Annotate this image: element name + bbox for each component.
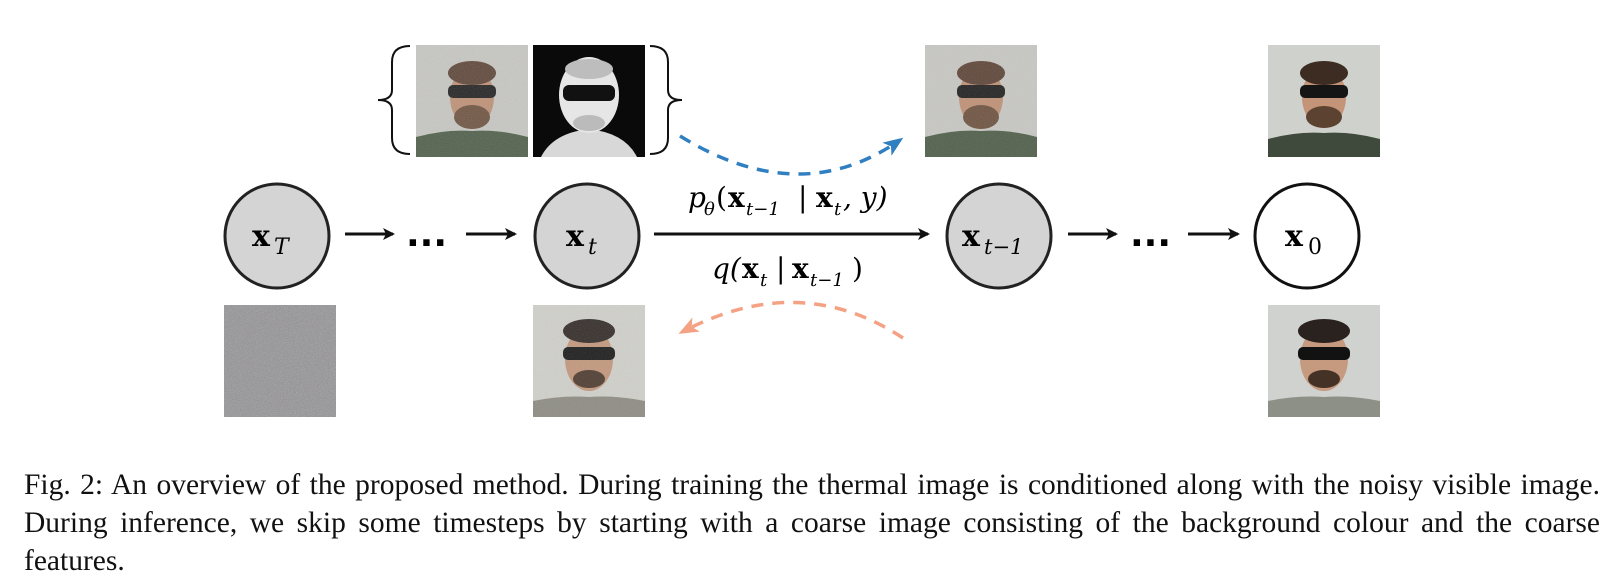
reverse-process-label: p θ ( x t−1 | x t , y) <box>688 181 888 220</box>
node-xT-base: x <box>252 219 271 254</box>
predicted-step-image <box>925 45 1037 157</box>
node-xt: x t <box>533 182 641 290</box>
node-xt-base: x <box>566 219 585 254</box>
caption-label: Fig. 2: <box>24 468 104 501</box>
clean-output-image <box>1268 45 1380 157</box>
node-xt1-sub: t−1 <box>984 235 1023 259</box>
node-xt-minus-1: x t−1 <box>945 182 1053 290</box>
chain-left: ... <box>345 214 517 255</box>
right-brace <box>649 45 683 155</box>
left-brace <box>377 45 411 155</box>
blue-dashed-arrow <box>679 134 904 176</box>
method-overview-diagram: x T x t x t−1 x 0 ... ... <box>223 45 1380 417</box>
ellipsis-right: ... <box>1130 214 1171 255</box>
label-fbar: | <box>776 252 785 285</box>
forward-process-label: q( x t | x t−1 ) <box>712 252 863 291</box>
label-bar: | <box>798 181 807 214</box>
caption-text: An overview of the proposed method. Duri… <box>24 468 1600 577</box>
node-xt-sub: t <box>588 235 597 260</box>
label-fx-prev: x <box>792 252 809 285</box>
node-x0-base: x <box>1285 219 1304 254</box>
thermal-image <box>533 45 645 157</box>
node-xT: x T <box>223 182 331 290</box>
label-p: p <box>688 181 706 214</box>
orange-dashed-arrow <box>678 300 904 340</box>
label-x-cur: x <box>816 181 833 214</box>
node-x0-sub: 0 <box>1308 235 1322 260</box>
node-xT-sub: T <box>274 235 291 260</box>
label-x-prev: x <box>728 181 745 214</box>
node-xt1-base: x <box>962 219 981 254</box>
label-fx-cur: x <box>742 252 759 285</box>
label-sub-prev: t−1 <box>746 199 780 220</box>
label-paren-open: ( <box>716 181 727 214</box>
label-fclose: ) <box>852 252 863 285</box>
pure-noise-image <box>224 305 336 417</box>
label-q: q( <box>712 252 742 285</box>
figure-caption: Fig. 2: An overview of the proposed meth… <box>24 466 1600 580</box>
label-fsub-cur: t <box>760 270 768 291</box>
node-x0: x 0 <box>1253 182 1361 290</box>
label-sub-cur: t <box>834 199 842 220</box>
label-rest: , y) <box>843 181 888 214</box>
noisy-visible-image <box>416 45 528 157</box>
diagram-canvas: x T x t x t−1 x 0 ... ... <box>223 45 1361 340</box>
ground-truth-image <box>1268 305 1380 417</box>
noisy-training-image <box>533 305 645 417</box>
chain-right: ... <box>1068 214 1240 255</box>
label-fsub-prev: t−1 <box>810 270 844 291</box>
ellipsis-left: ... <box>406 214 447 255</box>
label-theta: θ <box>704 199 715 220</box>
